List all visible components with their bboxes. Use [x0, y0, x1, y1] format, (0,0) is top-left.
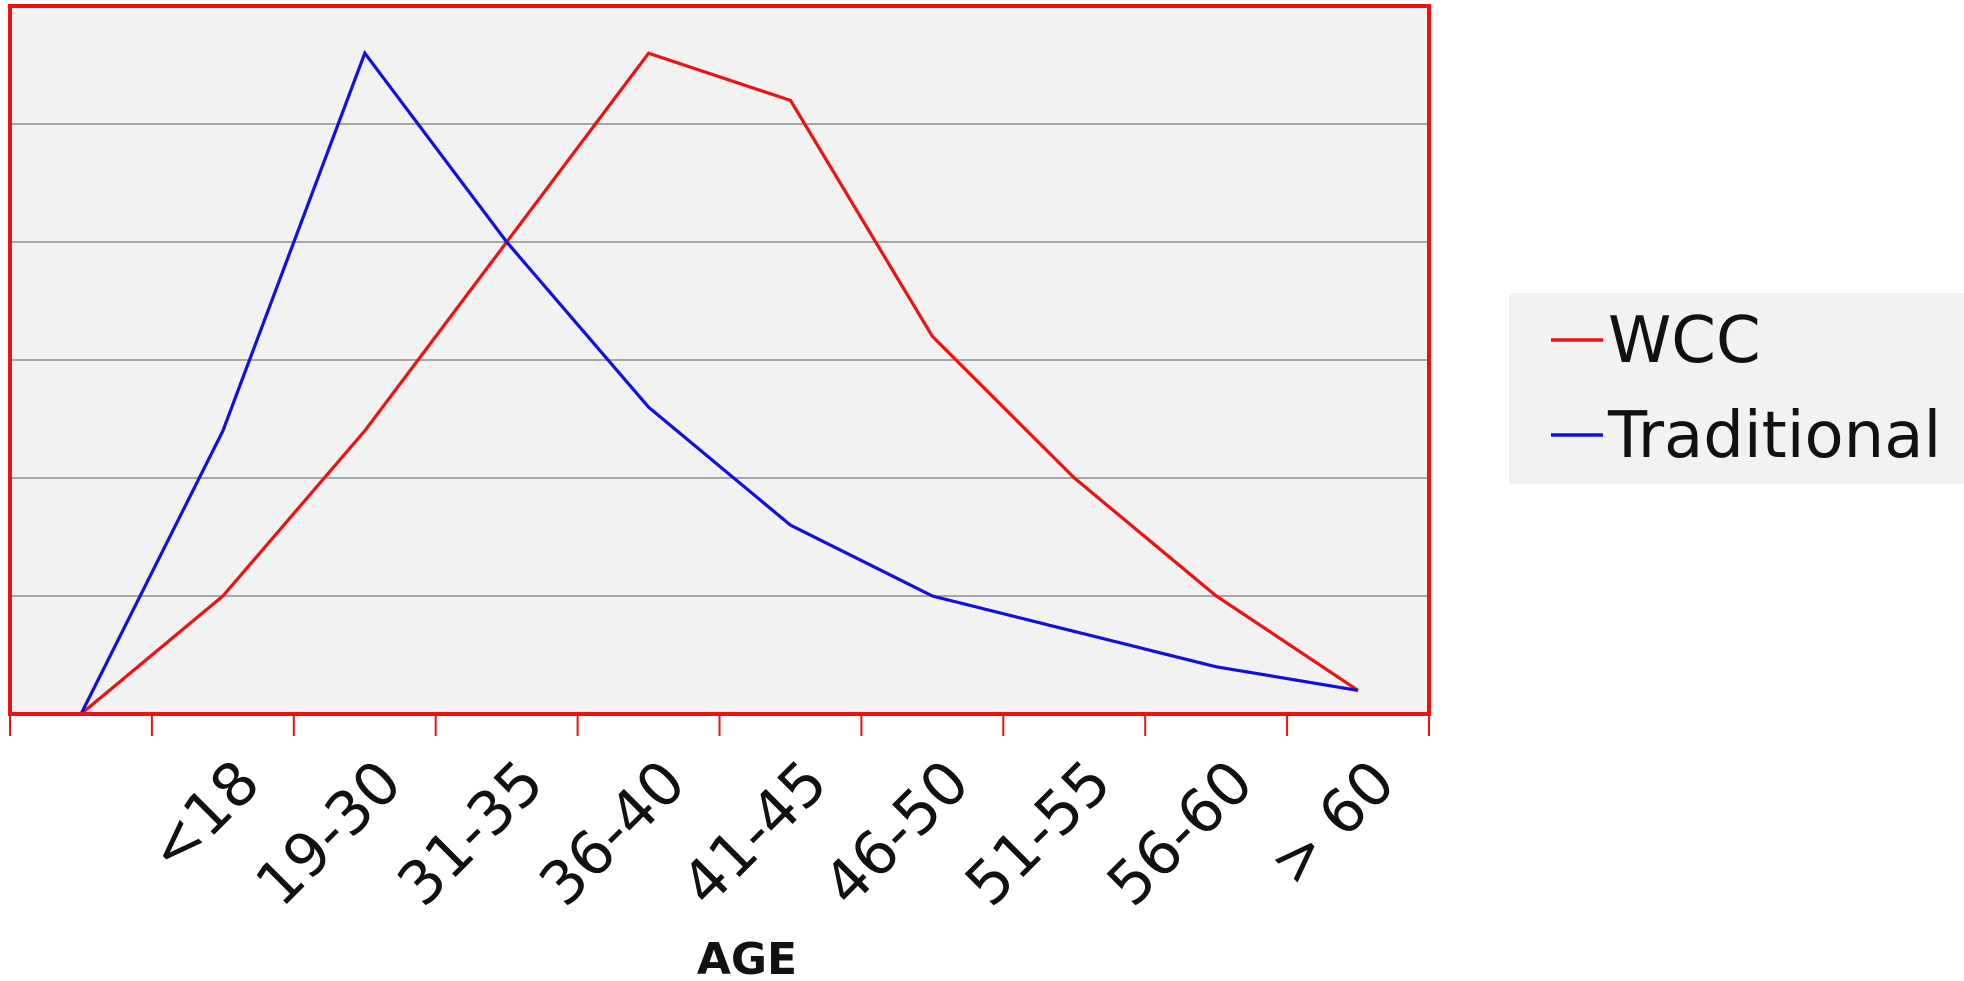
series-lines: [79, 49, 1359, 716]
x-tick-label: 51-55: [952, 747, 1125, 920]
x-tick-label: 56-60: [1094, 747, 1267, 920]
x-tick-label: 36-40: [526, 747, 699, 920]
legend-label-wcc: WCC: [1608, 304, 1761, 378]
x-tick-label: 19-30: [243, 747, 416, 920]
x-tick-label: 41-45: [668, 747, 841, 920]
legend: WCC Traditional: [1509, 293, 1964, 484]
x-tick-label: 31-35: [385, 747, 558, 920]
x-axis-tick-labels: <1819-3031-3536-4041-4546-5051-5556-60> …: [134, 747, 1408, 920]
x-axis-ticks: [9, 714, 1430, 736]
series-line-traditional: [79, 49, 1359, 715]
legend-label-traditional: Traditional: [1607, 399, 1941, 473]
x-tick-label: > 60: [1256, 747, 1409, 900]
gridlines: [10, 123, 1429, 597]
legend-box: [1509, 293, 1964, 484]
series-line-wcc: [79, 51, 1359, 716]
x-axis-title: AGE: [697, 934, 797, 981]
x-tick-label: 46-50: [810, 747, 983, 920]
